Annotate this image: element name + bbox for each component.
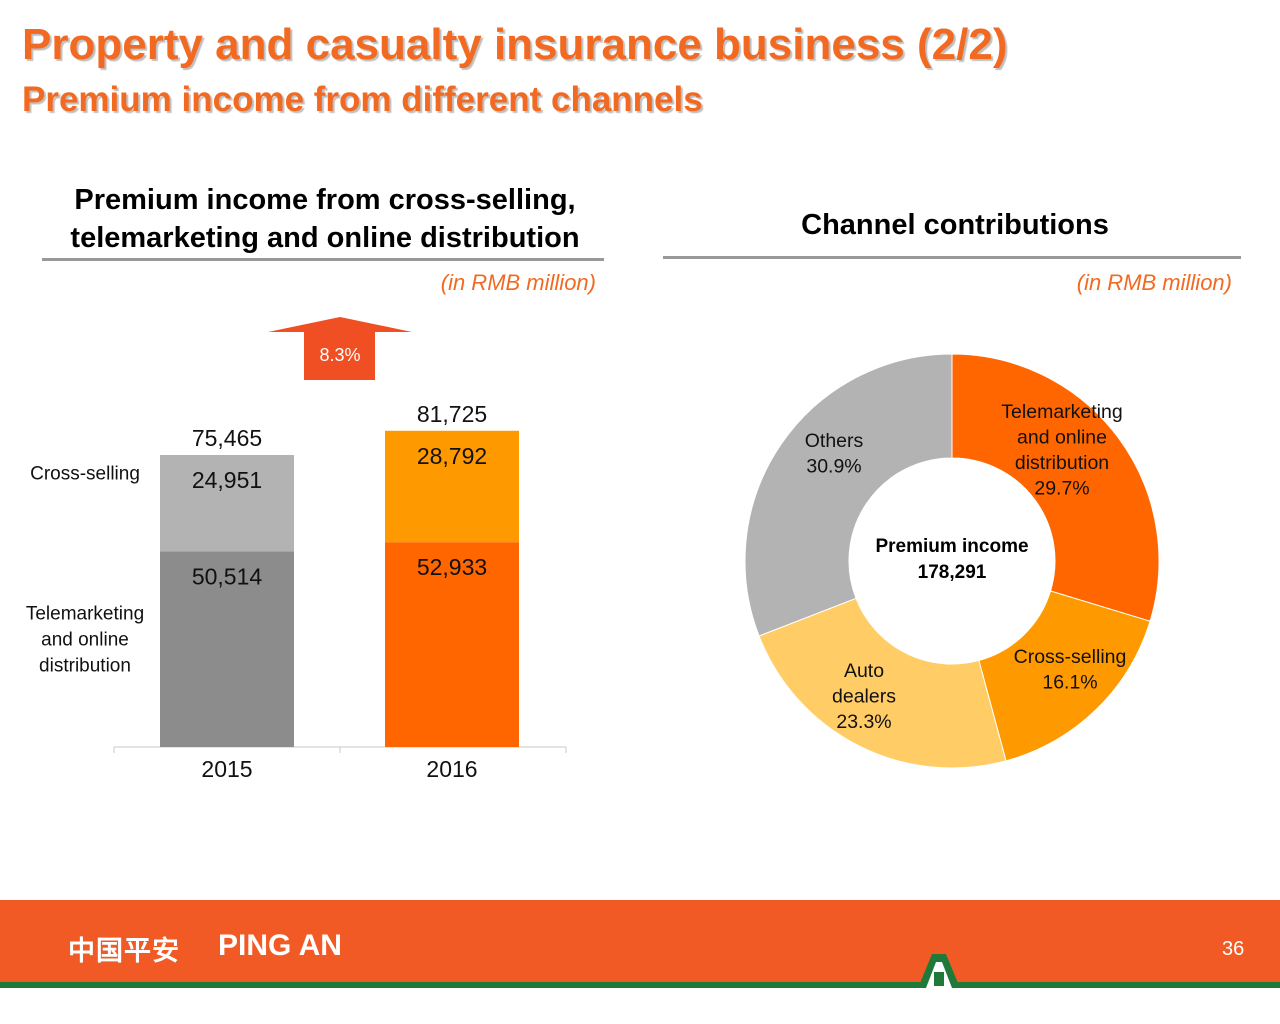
slide-subtitle: Premium income from different channels <box>22 80 703 119</box>
donut-slice-label-2-line-0: Auto <box>844 660 884 682</box>
donut-center-value: 178,291 <box>918 562 987 583</box>
donut-slice-3 <box>744 353 953 637</box>
donut-chart-title: Channel contributions <box>801 209 1109 241</box>
donut-slice-label-2-line-1: dealers <box>832 686 896 708</box>
donut-slice-label-0-line-1: and online <box>1017 427 1107 449</box>
donut-chart-unit: (in RMB million) <box>1076 270 1232 295</box>
growth-arrow-icon <box>268 317 412 380</box>
bar-chart-unit: (in RMB million) <box>440 270 596 295</box>
bar-2015-series-1 <box>160 455 294 552</box>
donut-value-label-1: 16.1% <box>1042 672 1097 694</box>
bar-chart-title: Premium income from cross-selling, telem… <box>42 181 608 257</box>
charts-canvas: 50,514 24,951 75,465 2015 52,933 28,792 81,725… <box>26 317 1160 782</box>
bar-series-label-0-line-0: Telemarketing <box>26 603 144 624</box>
bar-total-label-2015: 75,465 <box>192 425 262 451</box>
donut-slice-2 <box>758 597 1007 769</box>
bar-total-label-2016: 81,725 <box>417 401 487 427</box>
footer-green-line <box>0 982 1280 988</box>
donut-slice-label-0-line-2: distribution <box>1015 452 1109 474</box>
ping-an-logo-english: PING AN <box>218 929 342 962</box>
bar-value-label-2016-series-1: 28,792 <box>417 443 487 469</box>
bar-category-label-2016: 2016 <box>426 756 477 782</box>
slide-title: Property and casualty insurance business… <box>22 20 1008 69</box>
bar-chart-title-line-2: telemarketing and online distribution <box>70 222 580 254</box>
donut-slice-0 <box>951 353 1160 622</box>
bar-chart-divider <box>42 258 604 261</box>
growth-label: 8.3% <box>319 345 360 365</box>
donut-slice-1 <box>978 590 1151 762</box>
donut-slice-label-1-line-0: Cross-selling <box>1014 646 1127 668</box>
bar-value-label-2015-series-0: 50,514 <box>192 564 263 590</box>
ping-an-logo-chinese: 中国平安 <box>68 936 180 966</box>
bar-series-label-0-line-1: and online <box>41 629 129 650</box>
bar-category-label-2015: 2015 <box>201 756 252 782</box>
bar-value-label-2015-series-1: 24,951 <box>192 467 262 493</box>
bar-2016-series-1 <box>385 430 519 543</box>
donut-slice-label-3-line-0: Others <box>805 430 864 452</box>
bar-value-label-2016-series-0: 52,933 <box>417 554 487 580</box>
donut-chart-divider <box>663 256 1241 259</box>
bar-chart-title-line-1: Premium income from cross-selling, <box>74 184 576 216</box>
footer-bar <box>0 900 1280 982</box>
donut-slice-label-0-line-0: Telemarketing <box>1001 401 1122 423</box>
bar-2016-series-0 <box>385 542 519 747</box>
page-number: 36 <box>1222 938 1245 960</box>
bar-series-label-1-line-0: Cross-selling <box>30 463 140 484</box>
donut-center-label: Premium income <box>875 536 1028 557</box>
donut-value-label-2: 23.3% <box>836 711 891 733</box>
bar-2015-series-0 <box>160 551 294 747</box>
donut-value-label-0: 29.7% <box>1034 478 1089 500</box>
donut-value-label-3: 30.9% <box>806 456 861 478</box>
bar-series-label-0-line-2: distribution <box>39 655 131 676</box>
